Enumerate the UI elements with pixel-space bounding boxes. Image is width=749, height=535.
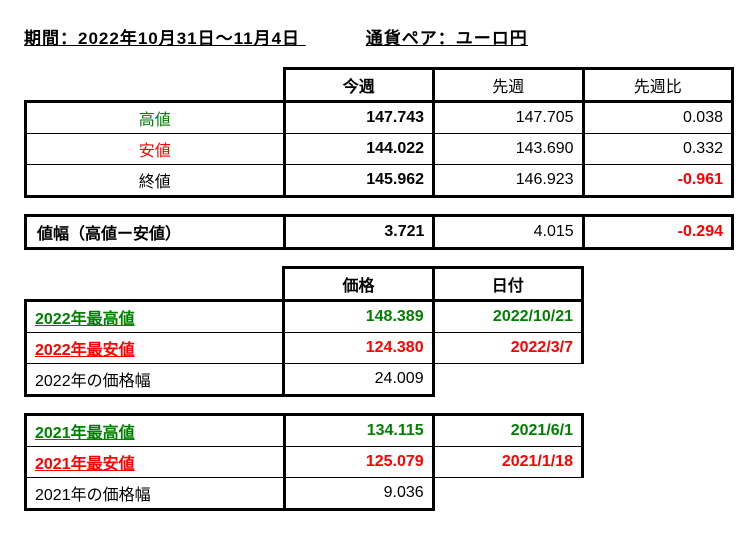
col-last-week: 先週 bbox=[434, 69, 583, 102]
period-value: 2022年10月31日～11月4日 bbox=[78, 29, 300, 48]
low-this-week: 144.022 bbox=[284, 134, 433, 165]
high-this-week: 147.743 bbox=[284, 102, 433, 134]
y2021-range-label: 2021年の価格幅 bbox=[26, 478, 285, 510]
high-last-week: 147.705 bbox=[434, 102, 583, 134]
range-last-week: 4.015 bbox=[434, 216, 583, 249]
y2021-low-price: 125.079 bbox=[284, 447, 433, 478]
row-low-label: 安値 bbox=[26, 134, 285, 165]
close-this-week: 145.962 bbox=[284, 165, 433, 197]
y2021-range-price: 9.036 bbox=[284, 478, 433, 510]
col-price: 価格 bbox=[284, 268, 433, 301]
y2021-low-date: 2021/1/18 bbox=[433, 447, 582, 478]
y2022-high-price: 148.389 bbox=[284, 301, 433, 333]
range-this-week: 3.721 bbox=[285, 216, 434, 249]
col-diff: 先週比 bbox=[583, 69, 732, 102]
col-date: 日付 bbox=[433, 268, 582, 301]
row-high-label: 高値 bbox=[26, 102, 285, 134]
weekly-table: 今週 先週 先週比 高値 147.743 147.705 0.038 安値 14… bbox=[24, 67, 734, 198]
header-line: 期間：2022年10月31日～11月4日 通貨ペア：ユーロ円 bbox=[24, 24, 741, 49]
y2022-high-label: 2022年最高値 bbox=[26, 301, 284, 333]
period-label: 期間： bbox=[24, 29, 78, 48]
pair-value: ユーロ円 bbox=[456, 29, 528, 48]
y2022-low-date: 2022/3/7 bbox=[433, 333, 582, 364]
yearly-2022-table: 価格 日付 2022年最高値 148.389 2022/10/21 2022年最… bbox=[24, 266, 584, 397]
yearly-2021-table: 2021年最高値 134.115 2021/6/1 2021年最安値 125.0… bbox=[24, 413, 584, 511]
high-diff: 0.038 bbox=[583, 102, 732, 134]
range-table: 値幅（高値ー安値） 3.721 4.015 -0.294 bbox=[24, 214, 734, 250]
y2021-low-label: 2021年最安値 bbox=[26, 447, 285, 478]
y2022-high-date: 2022/10/21 bbox=[433, 301, 582, 333]
y2022-low-label: 2022年最安値 bbox=[26, 333, 284, 364]
low-last-week: 143.690 bbox=[434, 134, 583, 165]
close-last-week: 146.923 bbox=[434, 165, 583, 197]
col-this-week: 今週 bbox=[284, 69, 433, 102]
range-diff: -0.294 bbox=[583, 216, 732, 249]
y2021-high-date: 2021/6/1 bbox=[433, 415, 582, 447]
close-diff: -0.961 bbox=[583, 165, 732, 197]
row-close-label: 終値 bbox=[26, 165, 285, 197]
pair-label: 通貨ペア： bbox=[366, 29, 456, 48]
low-diff: 0.332 bbox=[583, 134, 732, 165]
y2022-range-price: 24.009 bbox=[284, 364, 433, 396]
y2021-high-price: 134.115 bbox=[284, 415, 433, 447]
y2021-high-label: 2021年最高値 bbox=[26, 415, 285, 447]
y2022-range-label: 2022年の価格幅 bbox=[26, 364, 284, 396]
y2022-low-price: 124.380 bbox=[284, 333, 433, 364]
range-label: 値幅（高値ー安値） bbox=[26, 216, 285, 249]
